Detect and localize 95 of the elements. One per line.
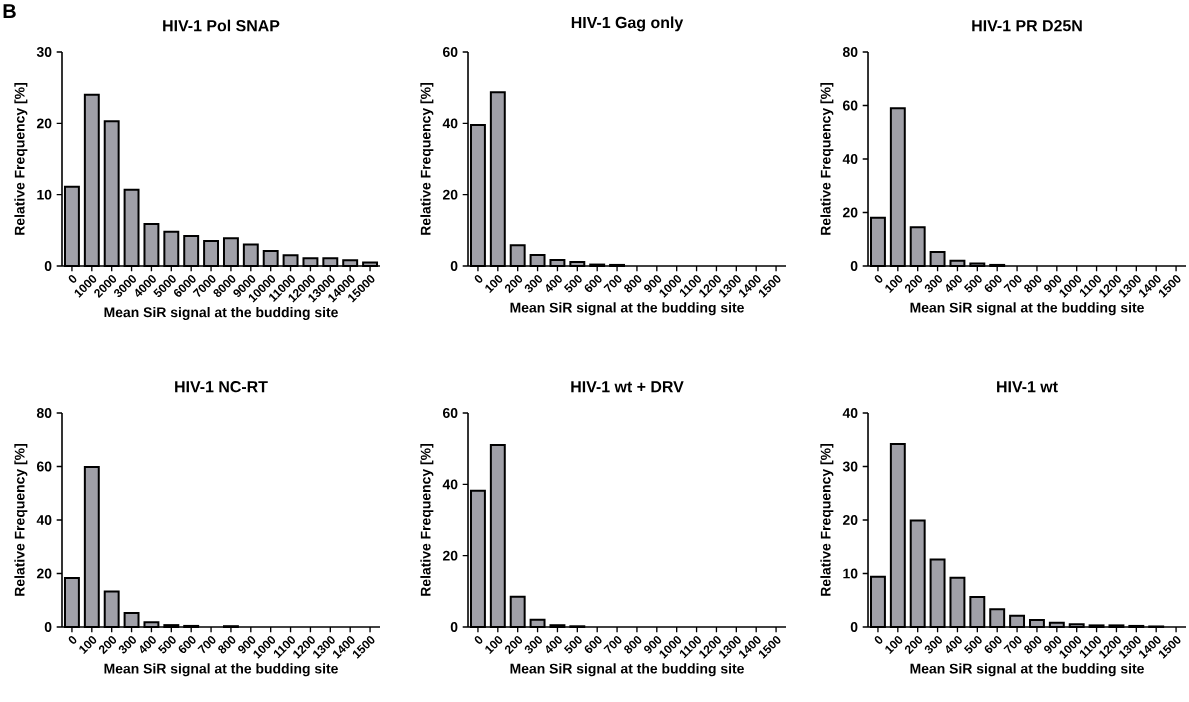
chart-title: HIV-1 NC-RT <box>175 381 268 393</box>
y-tick-label: 0 <box>44 622 52 632</box>
y-tick-label: 10 <box>37 189 52 200</box>
x-tick-label: 200 <box>504 275 523 294</box>
x-tick-label: 900 <box>1044 275 1062 293</box>
y-tick-label: 40 <box>842 154 858 164</box>
x-tick-label: 400 <box>546 636 562 654</box>
x-tick-label: 300 <box>524 636 542 654</box>
x-tick-label: 700 <box>1003 275 1022 293</box>
x-tick-label: 800 <box>624 275 642 293</box>
y-axis-title: Relative Frequency [%] <box>14 444 28 596</box>
x-tick-label: 900 <box>644 275 662 293</box>
y-tick-label: 40 <box>442 118 458 129</box>
x-axis-title: Mean SiR signal at the budding site <box>910 663 1144 677</box>
x-tick-label: 300 <box>924 636 942 654</box>
x-tick-label: 400 <box>946 636 962 654</box>
x-tick-label: 700 <box>197 636 216 654</box>
x-axis-title: Mean SiR signal at the budding site <box>510 302 744 316</box>
y-tick-label: 20 <box>842 207 858 218</box>
x-tick-label: 900 <box>1044 636 1062 654</box>
y-tick-label: 80 <box>36 408 52 418</box>
x-tick-label: 400 <box>140 636 156 654</box>
y-tick-label: 10 <box>843 568 858 579</box>
y-tick-label: 30 <box>36 47 52 57</box>
y-tick-label: 20 <box>36 568 52 579</box>
x-tick-label: 600 <box>584 636 602 654</box>
y-tick-label: 20 <box>36 118 52 129</box>
y-tick-label: 20 <box>842 515 858 525</box>
x-tick-label: 900 <box>644 636 662 654</box>
x-tick-label: 0 <box>474 275 483 283</box>
x-tick-label: 700 <box>1003 636 1022 654</box>
x-axis-title: Mean SiR signal at the budding site <box>910 302 1144 316</box>
y-tick-label: 20 <box>442 550 458 561</box>
x-tick-label: 500 <box>963 275 982 293</box>
chart-title: HIV-1 wt <box>997 381 1058 393</box>
text: B <box>3 4 16 18</box>
y-axis-title: Relative Frequency [%] <box>820 83 834 235</box>
x-tick-label: 500 <box>563 275 582 293</box>
y-tick-label: 80 <box>842 47 858 57</box>
x-tick-label: 100 <box>885 636 903 655</box>
y-tick-label: 60 <box>442 408 458 418</box>
y-tick-label: 40 <box>842 408 858 418</box>
y-tick-label: 0 <box>850 622 858 632</box>
x-tick-label: 600 <box>584 275 602 293</box>
x-tick-label: 200 <box>504 636 523 655</box>
y-tick-label: 30 <box>842 461 858 472</box>
x-tick-label: 500 <box>157 636 176 654</box>
y-tick-label: 0 <box>850 261 858 271</box>
chart-title: HIV-1 Pol SNAP <box>163 19 280 32</box>
x-tick-label: 200 <box>904 636 923 655</box>
x-tick-label: 400 <box>546 275 562 293</box>
chart-title: HIV-1 wt + DRV <box>571 381 684 393</box>
chart-title: HIV-1 Gag only <box>571 16 684 32</box>
x-tick-label: 0 <box>474 636 483 644</box>
chart-title: HIV-1 PR D25N <box>972 20 1082 32</box>
x-tick-label: 800 <box>218 636 236 654</box>
x-tick-label: 200 <box>98 636 117 655</box>
x-tick-label: 0 <box>874 275 883 283</box>
x-tick-label: 800 <box>624 636 642 654</box>
y-axis-title: Relative Frequency [%] <box>420 83 434 235</box>
x-tick-label: 100 <box>79 636 97 655</box>
x-axis-title: Mean SiR signal at the budding site <box>510 663 744 677</box>
y-tick-label: 60 <box>36 461 52 472</box>
x-tick-label: 700 <box>603 636 622 654</box>
x-tick-label: 500 <box>963 636 982 654</box>
x-tick-label: 0 <box>874 636 883 644</box>
y-axis-title: Relative Frequency [%] <box>14 83 28 235</box>
x-tick-label: 400 <box>946 275 962 293</box>
x-tick-label: 800 <box>1024 636 1042 654</box>
y-tick-label: 20 <box>442 189 458 200</box>
x-tick-label: 600 <box>984 275 1002 293</box>
x-tick-label: 600 <box>178 636 196 654</box>
x-tick-label: 300 <box>524 275 542 293</box>
x-tick-label: 800 <box>1024 275 1042 293</box>
x-tick-label: 700 <box>603 275 622 293</box>
y-tick-label: 60 <box>842 100 858 111</box>
y-tick-label: 40 <box>36 515 52 525</box>
y-axis-title: Relative Frequency [%] <box>420 444 434 596</box>
y-tick-label: 0 <box>450 622 458 632</box>
y-tick-label: 60 <box>442 47 458 57</box>
x-axis-title: Mean SiR signal at the budding site <box>104 306 338 321</box>
x-tick-label: 600 <box>984 636 1002 654</box>
x-tick-label: 100 <box>485 636 503 655</box>
x-tick-label: 100 <box>485 275 503 294</box>
x-tick-label: 200 <box>904 275 923 294</box>
y-tick-label: 0 <box>44 261 52 271</box>
x-axis-title: Mean SiR signal at the budding site <box>104 663 338 677</box>
y-tick-label: 0 <box>450 261 458 271</box>
y-axis-title: Relative Frequency [%] <box>820 444 834 596</box>
x-tick-label: 0 <box>68 636 77 644</box>
x-tick-label: 100 <box>885 275 903 294</box>
x-tick-label: 300 <box>118 636 136 654</box>
x-tick-label: 500 <box>563 636 582 654</box>
y-tick-label: 40 <box>442 479 458 490</box>
x-tick-label: 300 <box>924 275 942 293</box>
